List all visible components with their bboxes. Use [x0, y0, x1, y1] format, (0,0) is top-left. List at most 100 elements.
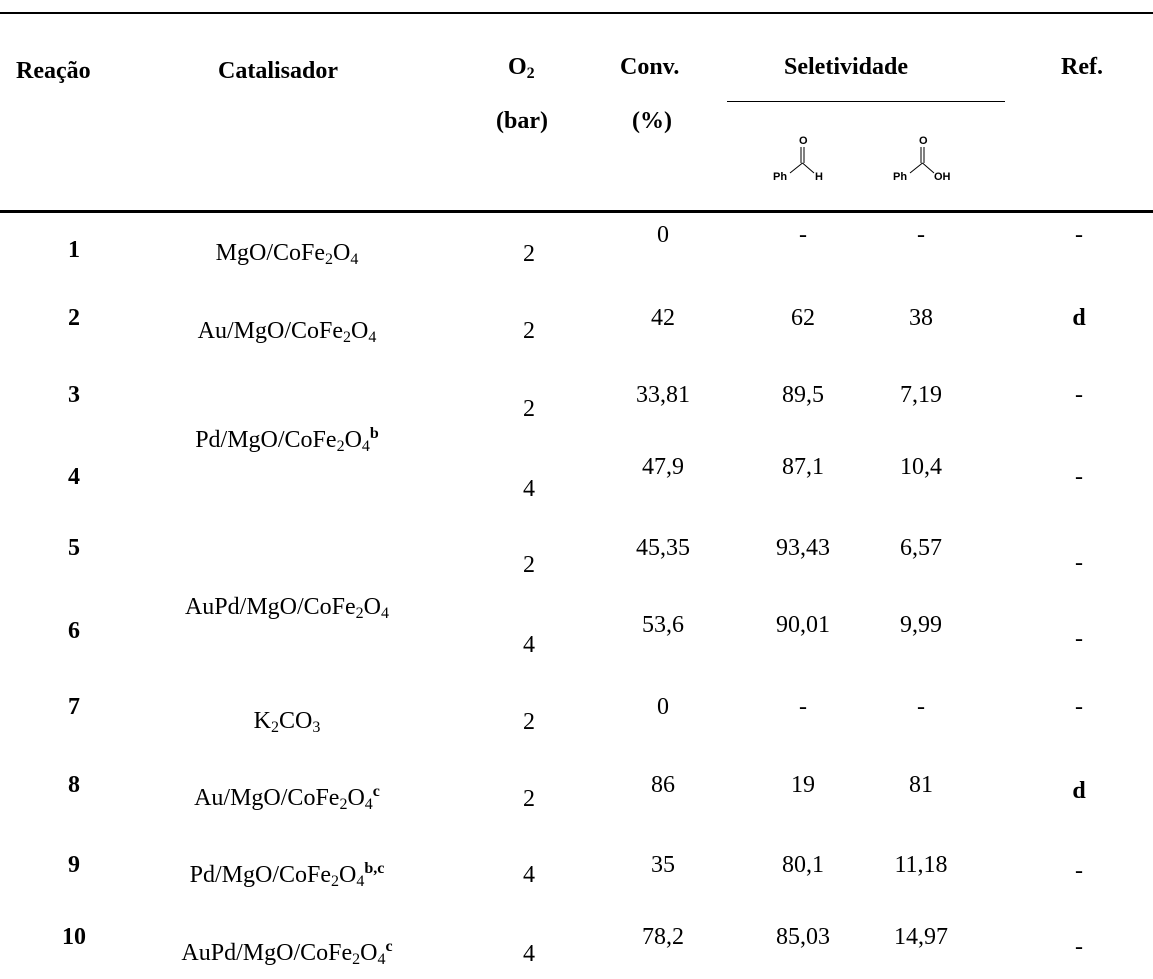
benzoic-acid-structure-icon: O Ph OH: [883, 132, 963, 192]
catalyst-text: O: [344, 427, 362, 453]
row-3-reacao: 3: [68, 382, 80, 408]
catalyst-text: O: [333, 240, 351, 266]
header-o2-subscript: 2: [526, 65, 535, 82]
catalyst-text: Au/MgO/CoFe: [197, 318, 344, 344]
row-3-sel-aldehyde: 89,5: [782, 382, 824, 408]
row-6-reacao: 6: [68, 618, 80, 644]
row-5-sel-acid: 6,57: [900, 535, 942, 561]
catalyst-text: Pd/MgO/CoFe: [189, 862, 332, 888]
row-6-sel-acid: 9,99: [900, 612, 942, 638]
row-6-o2: 4: [523, 632, 535, 658]
catalyst-subscript: 2: [355, 605, 364, 622]
row-8-ref: d: [1072, 778, 1086, 804]
row-9-reacao: 9: [68, 852, 80, 878]
catalyst-text: AuPd/MgO/CoFe: [184, 594, 356, 620]
catalyst-text: O: [347, 785, 365, 811]
catalyst-mgo-cofe2o4: MgO/CoFe2O4: [215, 240, 359, 268]
aldehyde-oxygen-label: O: [799, 135, 808, 147]
catalyst-subscript: 2: [336, 438, 345, 455]
row-7-sel-acid: -: [917, 694, 925, 720]
catalyst-text: K: [253, 708, 271, 734]
row-4-sel-acid: 10,4: [900, 454, 942, 480]
catalyst-subscript: 2: [343, 329, 352, 346]
row-7-reacao: 7: [68, 694, 80, 720]
row-7-sel-aldehyde: -: [799, 694, 807, 720]
row-6-ref: -: [1075, 626, 1083, 652]
row-5-reacao: 5: [68, 535, 80, 561]
catalyst-subscript: 2: [325, 251, 334, 268]
header-conv: Conv.: [620, 54, 680, 80]
benzaldehyde-structure-icon: O Ph H: [760, 132, 840, 192]
catalyst-text: O: [339, 862, 357, 888]
row-5-o2: 2: [523, 552, 535, 578]
row-3-o2: 2: [523, 396, 535, 422]
catalyst-subscript: 2: [331, 873, 340, 890]
row-7-o2: 2: [523, 709, 535, 735]
row-5-sel-aldehyde: 93,43: [776, 535, 830, 561]
catalyst-pd-mgo-cofe2o4: Pd/MgO/CoFe2O4b: [195, 425, 379, 455]
row-2-conv: 42: [651, 305, 675, 331]
row-6-conv: 53,6: [642, 612, 684, 638]
table-top-rule: [0, 12, 1153, 14]
catalyst-subscript: 4: [364, 796, 373, 813]
row-1-o2: 2: [523, 241, 535, 267]
catalyst-text: Au/MgO/CoFe: [194, 785, 340, 811]
catalyst-subscript: 4: [368, 329, 377, 346]
header-ref: Ref.: [1061, 54, 1103, 80]
catalyst-subscript: 3: [312, 719, 321, 736]
catalyst-text: CO: [279, 708, 313, 734]
row-4-ref: -: [1075, 464, 1083, 490]
catalyst-k2co3: K2CO3: [253, 708, 321, 736]
row-3-sel-acid: 7,19: [900, 382, 942, 408]
row-2-reacao: 2: [68, 305, 80, 331]
row-10-o2: 4: [523, 941, 535, 967]
catalyst-subscript: 2: [352, 951, 361, 968]
header-o2: O2: [508, 54, 535, 82]
catalyst-pd-mgo-cofe2o4-bc: Pd/MgO/CoFe2O4b,c: [189, 861, 385, 890]
catalyst-text: O: [360, 940, 378, 966]
row-5-conv: 45,35: [636, 535, 690, 561]
row-2-ref: d: [1072, 305, 1086, 331]
row-4-reacao: 4: [68, 464, 80, 490]
row-7-ref: -: [1075, 694, 1083, 720]
header-conv-unit: (%): [632, 108, 672, 134]
catalyst-subscript: 2: [339, 796, 348, 813]
row-1-sel-aldehyde: -: [799, 222, 807, 248]
header-seletividade: Seletividade: [784, 54, 908, 80]
row-1-sel-acid: -: [917, 222, 925, 248]
catalyst-au-mgo-cofe2o4: Au/MgO/CoFe2O4: [197, 318, 377, 346]
aldehyde-h-label: H: [815, 171, 823, 183]
row-10-sel-aldehyde: 85,03: [776, 924, 830, 950]
catalyst-footnote: c: [372, 783, 380, 800]
catalyst-subscript: 4: [361, 438, 370, 455]
row-6-sel-aldehyde: 90,01: [776, 612, 830, 638]
row-9-ref: -: [1075, 858, 1083, 884]
row-4-o2: 4: [523, 476, 535, 502]
header-reacao: Reação: [16, 58, 91, 84]
aldehyde-ph-label: Ph: [773, 171, 787, 183]
row-1-reacao: 1: [68, 237, 80, 263]
row-2-o2: 2: [523, 318, 535, 344]
row-8-conv: 86: [651, 772, 675, 798]
header-bottom-rule: [0, 210, 1153, 213]
header-o2-symbol: O: [508, 54, 527, 80]
row-2-sel-aldehyde: 62: [791, 305, 815, 331]
row-8-sel-acid: 81: [909, 772, 933, 798]
catalyst-text: MgO/CoFe: [215, 240, 326, 266]
catalyst-footnote: b: [369, 425, 379, 442]
row-10-reacao: 10: [62, 924, 86, 950]
acid-oxygen-label: O: [919, 135, 928, 147]
catalyst-subscript: 4: [377, 951, 386, 968]
row-4-sel-aldehyde: 87,1: [782, 454, 824, 480]
catalyst-aupd-mgo-cofe2o4: AuPd/MgO/CoFe2O4: [184, 594, 390, 622]
catalyst-subscript: 2: [271, 719, 279, 736]
header-o2-unit: (bar): [496, 108, 548, 134]
row-1-conv: 0: [657, 222, 669, 248]
seletividade-rule: [727, 101, 1005, 102]
catalyst-au-mgo-cofe2o4-c: Au/MgO/CoFe2O4c: [194, 783, 380, 813]
row-2-sel-acid: 38: [909, 305, 933, 331]
row-5-ref: -: [1075, 550, 1083, 576]
catalyst-text: O: [363, 594, 382, 620]
row-10-sel-acid: 14,97: [894, 924, 948, 950]
catalyst-subscript: 4: [381, 605, 390, 622]
